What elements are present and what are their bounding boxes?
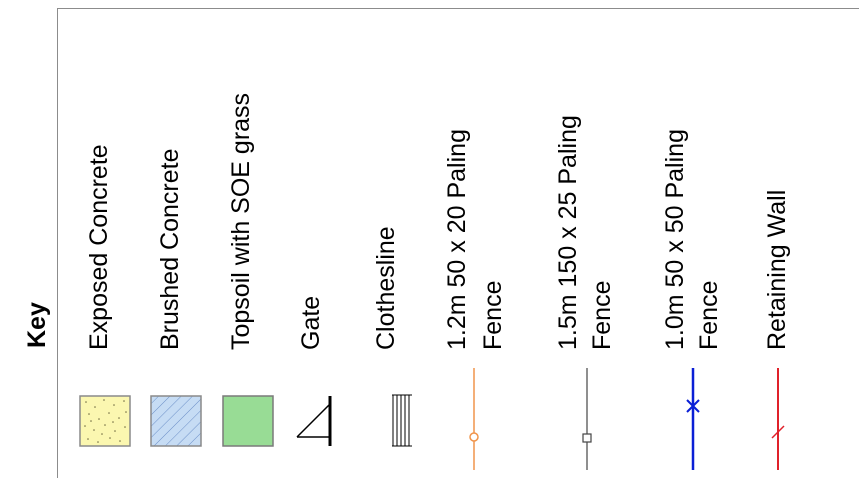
gate-icon <box>296 396 332 446</box>
retaining-wall-icon <box>771 368 785 470</box>
fence-1-0m-cross-icon <box>686 368 700 470</box>
fence-1-5m-square-icon <box>582 368 592 470</box>
fence-1-2m-circle-icon <box>469 368 479 470</box>
topsoil-grass-swatch-icon <box>222 395 274 447</box>
brushed-concrete-swatch-icon <box>150 395 202 447</box>
clothesline-icon <box>392 394 412 447</box>
key-frame <box>57 8 859 478</box>
exposed-concrete-swatch-icon <box>79 395 131 447</box>
